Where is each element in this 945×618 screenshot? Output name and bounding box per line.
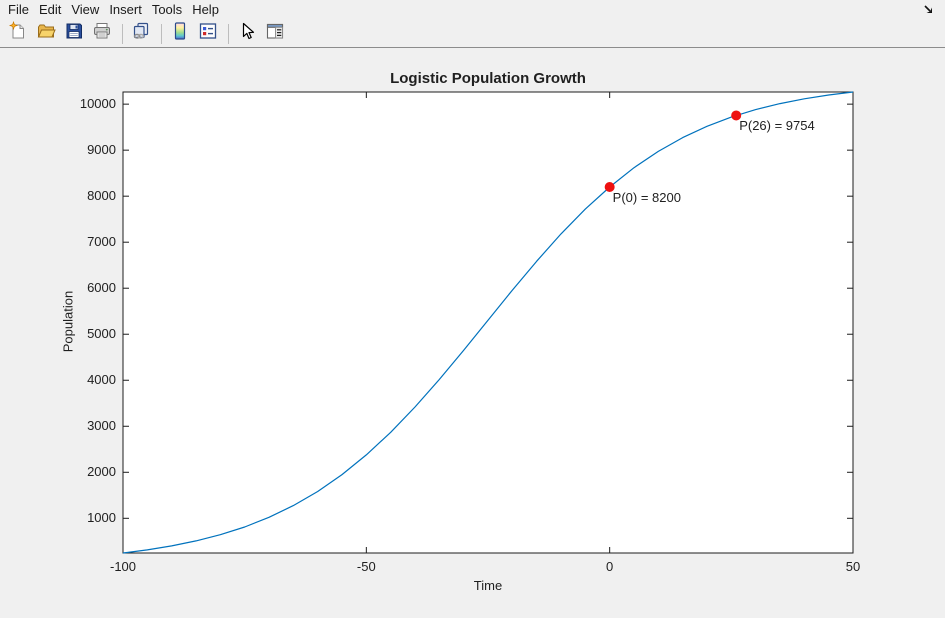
save-icon [64,21,84,46]
x-axis-label: Time [473,578,503,593]
save-button[interactable] [61,22,87,46]
point-annotation: P(0) = 8200 [612,189,681,205]
y-tick-label: 6000 [87,280,116,296]
y-tick-label: 8000 [87,188,116,204]
point-annotation: P(26) = 9754 [739,118,815,134]
print-button[interactable] [89,22,115,46]
pointer-mode-button[interactable] [234,22,260,46]
menu-file[interactable]: File [8,2,29,17]
menu-tools[interactable]: Tools [151,2,183,17]
plot-area [122,91,854,554]
legend-button[interactable] [195,22,221,46]
figure-canvas: Logistic Population Growth Time Populati… [0,48,945,618]
new-figure-icon [8,20,28,46]
menu-insert[interactable]: Insert [109,2,142,17]
legend-icon [198,21,218,46]
toolbar-separator [228,23,229,44]
print-icon [92,21,112,46]
y-tick-label: 3000 [87,418,116,434]
x-tick-label: 0 [606,559,614,574]
menubar: File Edit View Insert Tools Help [0,0,945,20]
toolbar-separator [161,23,162,44]
logistic-curve [122,91,854,554]
x-tick-label: -50 [356,559,376,574]
new-figure-button[interactable] [5,20,31,46]
y-tick-label: 7000 [87,234,116,250]
x-tick-label: 50 [845,559,861,574]
y-tick-label: 4000 [87,372,116,388]
pointer-icon [237,21,257,46]
colorbar-button[interactable] [167,22,193,46]
y-tick-label: 1000 [87,510,116,526]
copy-clipboard-button[interactable] [128,22,154,46]
menu-view[interactable]: View [71,2,100,17]
axes-properties-button[interactable] [262,22,288,46]
y-tick-label: 10000 [79,96,116,112]
menu-edit[interactable]: Edit [38,2,62,17]
figure-toolbar [0,20,945,48]
axes-box [122,91,854,554]
y-axis-label: Population [60,290,76,353]
axes-properties-icon [265,21,285,46]
chart-title: Logistic Population Growth [390,70,586,87]
dock-arrow-icon[interactable] [921,2,937,18]
open-folder-icon [36,21,56,46]
data-point-marker [604,181,615,192]
y-tick-label: 9000 [87,142,116,158]
menu-help[interactable]: Help [192,2,219,17]
toolbar-separator [122,23,123,44]
open-button[interactable] [33,22,59,46]
colorbar-icon [170,21,190,46]
data-point-marker [731,110,742,121]
copy-clipboard-icon [131,21,151,46]
y-tick-label: 2000 [87,464,116,480]
x-tick-label: -100 [109,559,137,574]
y-tick-label: 5000 [87,326,116,342]
